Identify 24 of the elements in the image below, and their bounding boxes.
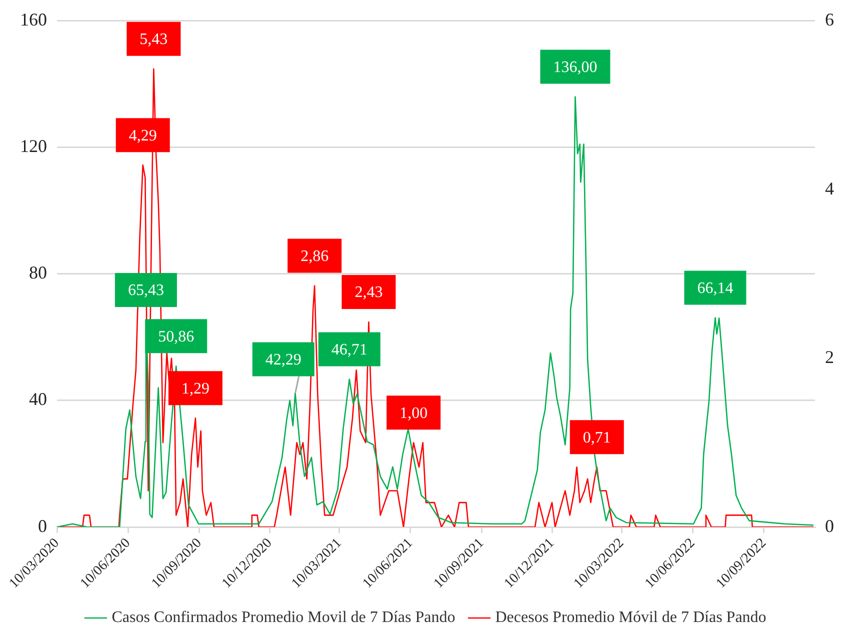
y-tick-label: 160 [20, 10, 47, 30]
data-label: 46,71 [331, 341, 368, 358]
data-label: 5,43 [140, 31, 168, 48]
data-label: 2,86 [300, 248, 329, 265]
y-tick-label: 40 [29, 389, 47, 410]
legend-label: Casos Confirmados Promedio Movil de 7 Días Pando [112, 609, 456, 626]
y2-tick-label: 6 [825, 10, 834, 30]
y2-tick-label: 2 [825, 347, 834, 368]
data-label: 65,43 [128, 282, 164, 300]
data-label: 1,29 [181, 380, 210, 398]
y2-tick-label: 4 [825, 178, 834, 198]
data-label: 1,00 [400, 404, 428, 422]
data-label: 42,29 [265, 351, 302, 368]
data-label: 136,00 [553, 58, 598, 76]
data-label: 2,43 [354, 284, 383, 302]
y-tick-label: 0 [38, 516, 47, 536]
y2-tick-label: 0 [825, 516, 834, 536]
data-label: 66,14 [697, 280, 734, 297]
legend-label: Decesos Promedio Móvil de 7 Días Pando [495, 609, 766, 626]
y-tick-label: 120 [20, 136, 47, 156]
y-tick-label: 80 [29, 262, 47, 283]
data-label: 50,86 [158, 328, 194, 346]
data-label: 4,29 [128, 127, 157, 144]
data-label: 0,71 [582, 429, 611, 446]
